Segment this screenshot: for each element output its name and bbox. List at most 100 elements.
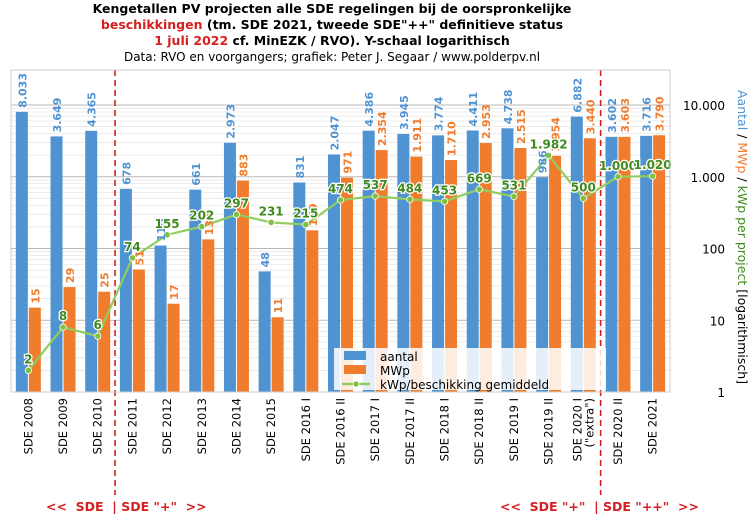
chart-title-line-2-red: beschikkingen	[101, 17, 203, 32]
chart-subtitle: Data: RVO en voorgangers; grafiek: Peter…	[124, 50, 540, 64]
right-axis-label-sep-1: /	[735, 130, 750, 142]
bar-mwp	[98, 291, 111, 392]
bar-mwp	[583, 138, 596, 392]
legend-label-aantal: aantal	[380, 350, 418, 364]
x-tick-label: SDE 2019 II	[542, 398, 556, 465]
data-label-mwp: 3.790	[654, 96, 667, 131]
data-label-kwp: 215	[293, 207, 318, 221]
data-label-aantal: 2.047	[329, 116, 342, 151]
data-label-kwp: 484	[397, 181, 422, 195]
bar-aantal	[640, 135, 653, 393]
data-label-mwp: 3.603	[619, 98, 632, 133]
kwp-point	[475, 185, 483, 193]
kwp-point	[440, 197, 449, 206]
kwp-point	[649, 172, 657, 180]
data-label-kwp: 8	[59, 309, 67, 323]
y-tick-label: 1.000	[691, 171, 725, 185]
data-label-aantal: 4.411	[467, 92, 480, 127]
kwp-point	[545, 151, 553, 160]
kwp-point	[128, 254, 136, 262]
data-label-mwp: 1.710	[446, 121, 459, 156]
legend-swatch-mwp	[344, 365, 366, 374]
kwp-point	[302, 221, 310, 229]
data-label-aantal: 48	[259, 252, 272, 267]
data-label-mwp: 179	[307, 203, 320, 226]
bar-mwp	[445, 160, 458, 392]
data-label-mwp: 15	[29, 288, 42, 303]
bar-aantal	[50, 136, 63, 392]
kwp-point	[24, 366, 32, 375]
right-axis-label-kwp: kWp per project	[735, 186, 750, 286]
data-label-kwp: 297	[224, 197, 249, 211]
data-label-mwp: 51	[133, 250, 146, 265]
kwp-line-layer	[24, 151, 657, 375]
data-labels-layer: 8.033 15 3.649 29 4.365 25 678 51 110 17 661 134 2.9…	[16, 73, 673, 368]
kwp-point	[59, 323, 67, 331]
kwp-point	[510, 192, 518, 201]
data-label-mwp: 1.954	[550, 117, 563, 152]
data-label-mwp: 2.953	[480, 104, 493, 139]
data-label-kwp: 537	[363, 178, 388, 192]
bar-aantal	[119, 188, 132, 392]
chart-title-line-3-rest: cf. MinEZK / RVO). Y-schaal logarithisch	[228, 33, 510, 48]
data-label-kwp: 74	[124, 240, 141, 254]
data-label-aantal: 2.973	[224, 104, 237, 139]
x-tick-label: SDE 2016 II	[334, 398, 348, 465]
bar-aantal	[293, 182, 306, 392]
x-tick-label: SDE 2009	[56, 398, 70, 454]
kwp-point	[371, 192, 379, 200]
bar-aantal	[466, 130, 479, 393]
right-axis-label-aantal: Aantal	[735, 90, 750, 130]
right-axis-label-rest: [logarithmisch]	[735, 285, 750, 384]
legend-swatch-aantal	[344, 351, 366, 360]
data-label-mwp: 29	[64, 268, 77, 283]
legend-label-kwp: kWp/beschikking gemiddeld	[380, 378, 549, 392]
x-tick-label: SDE 2014	[229, 398, 243, 454]
bar-mwp	[514, 148, 527, 392]
right-axis-label-sep-2: /	[735, 173, 750, 185]
data-label-kwp: 1.020	[634, 158, 672, 172]
data-label-mwp: 971	[342, 151, 355, 174]
y-tick-label: 10	[710, 314, 725, 328]
kwp-point	[336, 196, 345, 204]
bottom-label-left: << SDE | SDE "+" >>	[46, 499, 207, 514]
y-tick-label: 1	[717, 386, 725, 400]
data-label-kwp: 6	[94, 318, 102, 332]
bar-mwp	[341, 177, 353, 392]
data-label-aantal: 110	[155, 218, 168, 241]
legend-swatch-kwp-point	[352, 380, 360, 388]
kwp-point	[163, 231, 171, 239]
y-tick-label: 10.000	[683, 99, 725, 113]
data-label-aantal: 6.882	[571, 78, 584, 113]
kwp-point	[614, 173, 622, 181]
kwp-point	[406, 195, 414, 203]
data-label-mwp: 11	[272, 298, 285, 313]
x-tick-label: SDE 2018 II	[472, 398, 486, 465]
bar-mwp	[375, 150, 388, 392]
x-tick-label: SDE 2017 II	[403, 398, 417, 465]
kwp-point	[267, 218, 275, 227]
x-tick-label: ("extra")	[582, 398, 596, 448]
data-label-aantal: 3.945	[398, 95, 411, 130]
data-label-mwp: 134	[203, 212, 216, 235]
bar-aantal	[328, 154, 340, 392]
x-tick-label: SDE 2020 I	[570, 398, 584, 461]
data-label-aantal: 3.649	[51, 98, 64, 133]
bar-mwp	[63, 287, 76, 392]
bar-mwp	[306, 230, 319, 392]
x-tick-label: SDE 2015	[264, 398, 278, 454]
x-axis-ticks: SDE 2008 SDE 2009 SDE 2010 SDE 2011 SDE 2012…	[21, 398, 659, 465]
data-label-kwp: 500	[571, 180, 596, 194]
bar-aantal	[189, 189, 202, 392]
data-label-aantal: 678	[120, 162, 133, 185]
data-label-kwp: 474	[328, 182, 353, 196]
legend-box	[334, 348, 606, 390]
x-tick-label: SDE 2011	[125, 398, 139, 454]
bar-mwp	[132, 269, 145, 392]
kwp-point	[579, 194, 587, 202]
chart-title-line-2: beschikkingen (tm. SDE 2021, tweede SDE"…	[101, 17, 563, 32]
data-label-mwp: 2.515	[515, 109, 528, 144]
bottom-label-right: << SDE "+" | SDE "++" >>	[500, 499, 699, 514]
x-tick-label: SDE 2016 I	[299, 398, 313, 461]
data-label-mwp: 17	[168, 284, 181, 299]
